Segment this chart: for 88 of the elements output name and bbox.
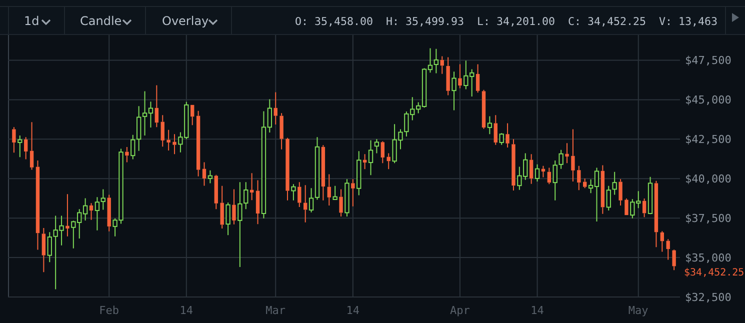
candlestick xyxy=(327,174,331,206)
x-tick-label: May xyxy=(628,304,649,317)
candlestick xyxy=(565,142,569,164)
y-tick-label: $35,000 xyxy=(685,251,732,264)
candlestick xyxy=(512,138,516,191)
y-tick-label: $32,500 xyxy=(685,290,732,304)
candlestick xyxy=(291,184,296,201)
candlestick xyxy=(36,160,40,250)
x-tick-label: 14 xyxy=(346,304,360,317)
candlestick xyxy=(202,162,206,186)
candlestick xyxy=(666,238,670,260)
candlestick xyxy=(374,138,380,154)
text: H: 35,499.93 xyxy=(386,15,464,28)
candlestick xyxy=(446,56,450,96)
candlestick xyxy=(298,182,302,208)
candlestick xyxy=(440,56,444,74)
candlestick xyxy=(529,154,534,184)
y-tick-label: $42,500 xyxy=(685,133,732,146)
x-tick-label: Feb xyxy=(99,304,120,317)
candlestick xyxy=(482,89,486,130)
candlestick xyxy=(618,178,622,206)
candlestick xyxy=(351,178,355,207)
candlestick xyxy=(30,122,34,170)
candlestick xyxy=(196,110,200,177)
text: C: 34,452.25 xyxy=(568,15,646,28)
candlestick xyxy=(583,178,587,189)
text: $34,452.25 xyxy=(684,268,744,279)
candlestick xyxy=(18,135,22,158)
candlestick xyxy=(89,202,94,220)
candlestick xyxy=(274,92,278,125)
candlestick xyxy=(380,140,384,164)
candlestick xyxy=(506,122,510,148)
candlestick xyxy=(226,202,230,236)
candlestick xyxy=(494,114,498,146)
candlestick xyxy=(339,188,343,218)
candlestick xyxy=(642,198,646,218)
candlestick xyxy=(321,144,326,201)
candlestick xyxy=(172,134,176,155)
candlestick xyxy=(571,128,575,182)
candlestick xyxy=(452,71,456,111)
text: Candle xyxy=(80,14,122,28)
candlestick xyxy=(660,230,664,252)
y-tick-label: $40,000 xyxy=(685,172,732,186)
candlestick xyxy=(256,180,260,225)
x-tick-label: Apr xyxy=(450,304,470,317)
candlestick xyxy=(238,182,242,268)
y-tick-label: $47,500 xyxy=(685,54,732,68)
candlestick xyxy=(154,84,159,128)
text: O: 35,458.00 xyxy=(295,15,374,28)
candlestick xyxy=(24,136,28,160)
text: Overlay xyxy=(162,14,209,28)
candlestick xyxy=(286,137,290,201)
candlestick xyxy=(332,185,338,200)
y-tick-label: $45,000 xyxy=(685,94,732,107)
candlestick xyxy=(600,164,605,214)
text: V: 13,463 xyxy=(659,15,718,28)
x-tick-label: 14 xyxy=(530,304,544,317)
candlestick xyxy=(244,182,248,210)
candlestick xyxy=(214,174,218,210)
candlestick xyxy=(654,180,658,248)
text: L: 34,201.00 xyxy=(477,15,556,28)
x-tick-label: Mar xyxy=(266,304,286,317)
candlestick xyxy=(547,167,552,185)
candlestick xyxy=(160,114,164,148)
candlestick xyxy=(125,146,129,163)
candlestick xyxy=(434,48,439,74)
candlestick xyxy=(672,250,676,271)
candlestick xyxy=(368,140,374,176)
candlestick xyxy=(66,194,70,237)
candlestick xyxy=(166,129,170,152)
candlestick xyxy=(280,112,284,150)
y-tick-label: $37,500 xyxy=(685,212,732,225)
candlestick xyxy=(220,185,224,229)
candlestick xyxy=(624,198,628,216)
candlestick xyxy=(12,126,16,154)
candlestick xyxy=(232,188,236,225)
candlestick xyxy=(208,170,213,184)
candlestick xyxy=(476,64,480,94)
candlestick xyxy=(458,64,462,89)
candlestick xyxy=(487,116,492,135)
candlestick xyxy=(107,194,111,232)
candlestick xyxy=(42,228,46,273)
text: 1d xyxy=(24,14,40,28)
candlestick xyxy=(356,150,362,196)
x-tick-label: 14 xyxy=(180,304,194,317)
candlestick xyxy=(577,165,581,191)
candlestick xyxy=(612,171,617,196)
candlestick xyxy=(190,104,194,126)
